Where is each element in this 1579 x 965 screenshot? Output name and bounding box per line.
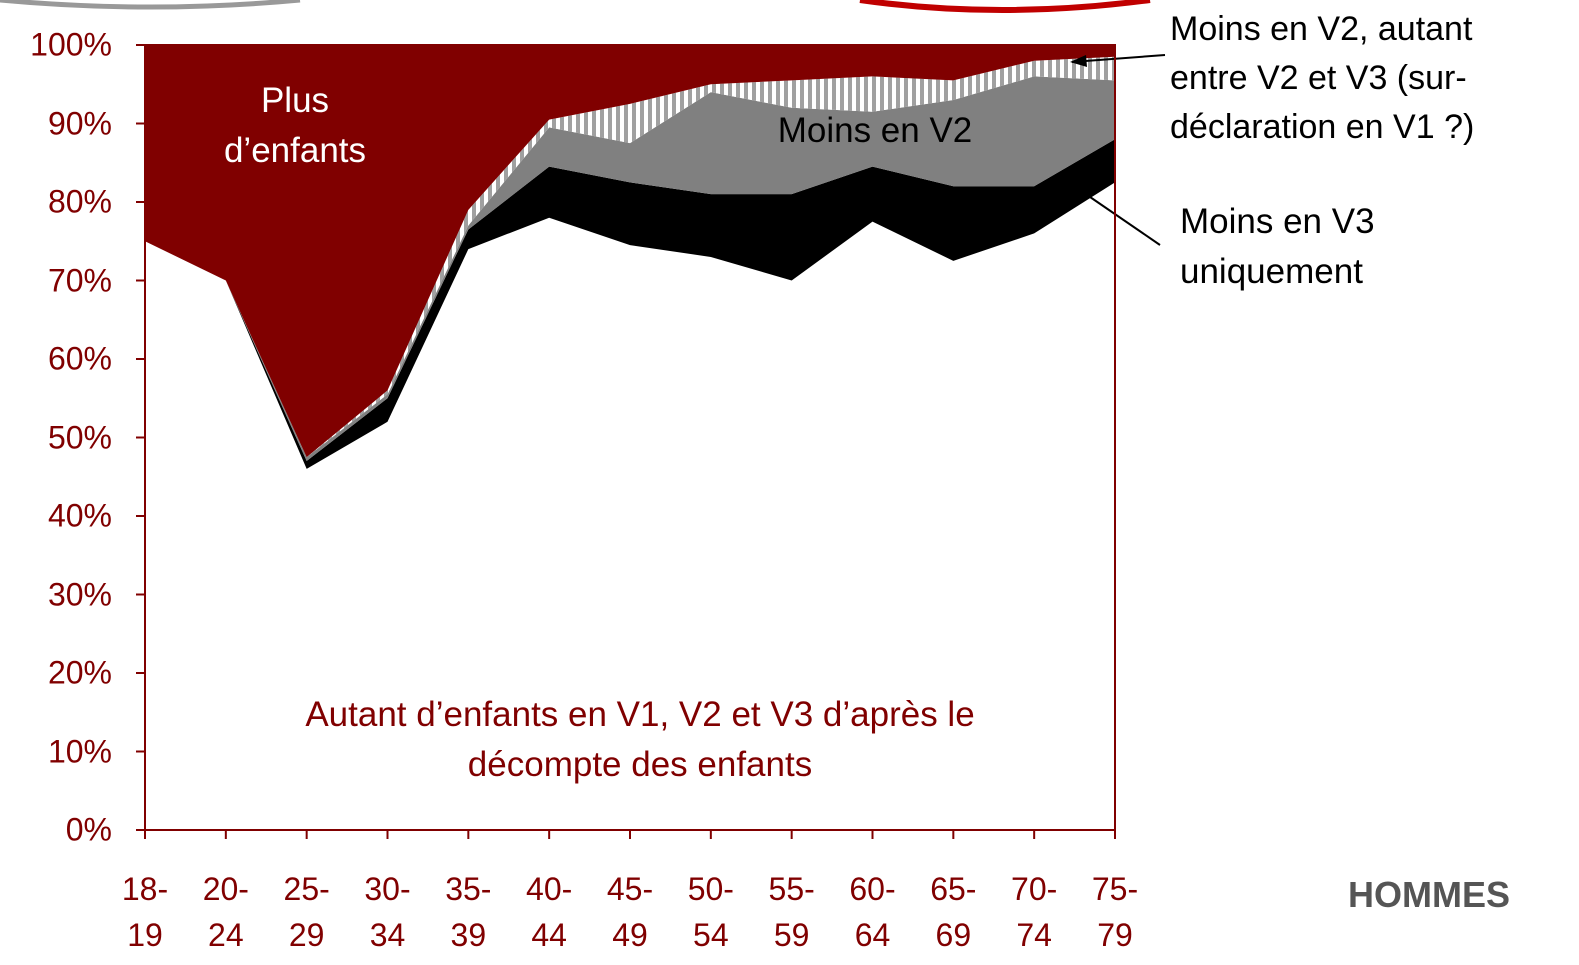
y-tick-label: 50%: [47, 419, 112, 455]
y-tick-label: 0%: [65, 811, 112, 848]
area: [145, 76, 1115, 462]
x-tick-label: 25-29: [283, 871, 330, 953]
area: [145, 45, 1115, 458]
x-tick-label: 55-59: [768, 871, 815, 953]
area: [145, 139, 1115, 469]
arrow-head: [1070, 55, 1087, 67]
area: [145, 56, 1115, 458]
x-tick-label: 35-39: [445, 871, 492, 953]
x-tick-label: 20-24: [202, 871, 249, 953]
y-tick-label: 80%: [47, 183, 112, 220]
arrow: [1073, 185, 1161, 246]
series-label: Autant d’enfants en V1, V2 et V3 d’après…: [305, 695, 975, 784]
series-label: Plus d’enfants: [223, 81, 367, 170]
x-tick-label: 50-54: [687, 871, 734, 953]
y-tick-label: 60%: [47, 340, 112, 377]
series-label: Moins en V2, autant entre V2 et V3 (sur-…: [1170, 10, 1475, 146]
y-tick-label: 30%: [47, 576, 112, 612]
y-tick-label: 90%: [47, 105, 112, 141]
arrow-head: [1070, 183, 1086, 196]
x-tick-label: 40-44: [526, 871, 573, 953]
x-tick-label: 60-64: [849, 871, 896, 953]
y-tick-label: 40%: [47, 497, 112, 534]
chart-title: HOMMES: [1348, 874, 1510, 915]
x-tick-label: 65-69: [930, 871, 977, 953]
x-tick-label: 45-49: [606, 871, 654, 953]
decoration: [0, 0, 301, 10]
series-label: Moins en V2: [777, 111, 973, 150]
y-tick-label: 100%: [30, 26, 112, 63]
x-tick-label: 75-79: [1091, 871, 1139, 953]
y-tick-label: 10%: [47, 733, 112, 769]
series-label: Moins en V3 uniquement: [1180, 202, 1375, 291]
arrow: [1071, 54, 1166, 63]
y-tick-label: 20%: [47, 654, 112, 691]
x-tick-label: 18-19: [121, 871, 169, 953]
y-tick-label: 70%: [47, 262, 112, 298]
area: [145, 182, 1115, 830]
decoration: [859, 0, 1151, 13]
x-tick-label: 70-74: [1011, 871, 1058, 953]
x-tick-label: 30-34: [364, 871, 411, 953]
